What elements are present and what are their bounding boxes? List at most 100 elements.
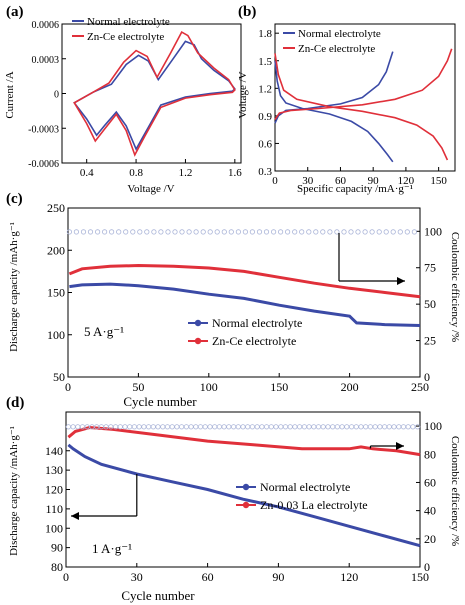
x-tick-label: 0 — [63, 570, 69, 584]
panel-d-plot-area: 0 30 60 90 120 150 140 130 120 110 100 90 80 100 80 60 4… — [45, 411, 442, 584]
panel-c-current-density: 5 A·g⁻¹ — [84, 324, 124, 339]
coulombic-efficiency-marker — [320, 424, 326, 430]
legend-label-zn-ce: Zn-Ce electrolyte — [298, 43, 375, 55]
x-tick-label: 50 — [132, 380, 144, 394]
x-tick-label: 90 — [272, 570, 284, 584]
panel-d-cycling-1A: (d) 0 30 60 90 120 150 140 130 120 110 100 90 80 100 8… — [6, 395, 461, 603]
x-tick-label: 150 — [430, 175, 447, 187]
y-tick-label: 250 — [47, 201, 65, 215]
coulombic-efficiency-marker — [226, 424, 232, 430]
y2-tick-label: 80 — [424, 447, 436, 461]
y-tick-label: 200 — [47, 243, 65, 257]
x-tick-label: 0 — [272, 175, 278, 187]
coulombic-efficiency-marker — [202, 424, 208, 430]
ce-axis-arrow-head — [396, 442, 404, 450]
coulombic-efficiency-marker — [228, 229, 234, 235]
coulombic-efficiency-marker — [273, 424, 279, 430]
legend-marker-normal — [242, 483, 250, 491]
coulombic-efficiency-marker — [256, 229, 263, 235]
x-tick-label: 30 — [131, 570, 143, 584]
y-tick-label: 130 — [45, 463, 63, 477]
coulombic-efficiency-marker — [327, 229, 333, 235]
coulombic-efficiency-marker — [306, 229, 312, 235]
panel-b-legend: Normal electrolyte Zn-Ce electrolyte — [283, 28, 381, 55]
y-tick-label: 0.0003 — [32, 55, 60, 66]
coulombic-efficiency-marker — [155, 424, 161, 430]
panel-b-charge-discharge: (b) 0 30 60 90 120 150 1.8 1.5 1.2 0.9 0.6 0.3 Norm… — [237, 4, 456, 195]
y-tick-label: 1.8 — [258, 28, 272, 40]
x-tick-label: 120 — [340, 570, 358, 584]
x-tick-label: 100 — [200, 380, 218, 394]
coulombic-efficiency-marker — [404, 229, 410, 235]
legend-marker-normal — [194, 319, 202, 327]
panel-c-cycling-5A: (c) 0 50 100 150 200 250250200150100501007550… — [6, 191, 461, 409]
panel-b-y-axis-label: Voltage /V — [237, 71, 249, 118]
y-tick-label: 0.6 — [258, 138, 272, 150]
ce-axis-arrow-head — [397, 277, 405, 285]
coulombic-efficiency-marker — [369, 229, 375, 235]
coulombic-efficiency-marker — [186, 229, 192, 235]
x-tick-label: 1.2 — [179, 167, 193, 179]
y-tick-label: 100 — [47, 328, 65, 342]
panel-c-y-axis-label: Discharge capacity /mAh·g⁻¹ — [8, 222, 20, 352]
panel-d-x-axis-label: Cycle number — [121, 588, 195, 603]
x-tick-label: 60 — [202, 570, 214, 584]
panel-b-x-axis-label: Specific capacity /mA·g⁻¹ — [297, 183, 413, 195]
coulombic-efficiency-marker — [179, 229, 185, 235]
coulombic-efficiency-marker — [151, 229, 157, 235]
coulombic-efficiency-marker — [284, 229, 291, 235]
panel-d-y2-axis-label: Coulombic efficiency /% — [449, 436, 461, 546]
panel-a-label: (a) — [6, 4, 24, 20]
panel-d-y-axis-label: Discharge capacity /mAh·g⁻¹ — [8, 426, 20, 556]
y-tick-label: 0.9 — [258, 111, 272, 123]
y-tick-label: -0.0003 — [28, 124, 59, 135]
y2-tick-label: 100 — [424, 419, 442, 433]
coulombic-efficiency-marker — [80, 229, 87, 235]
coulombic-efficiency-marker — [221, 229, 227, 235]
x-tick-label: 30 — [302, 175, 314, 187]
x-tick-label: 120 — [398, 175, 415, 187]
gcd-curve-normal — [274, 51, 394, 124]
y-tick-label: 150 — [47, 286, 65, 300]
panel-c-label: (c) — [6, 191, 23, 207]
coulombic-efficiency-marker — [292, 229, 298, 235]
coulombic-efficiency-marker — [390, 229, 396, 235]
coulombic-efficiency-marker — [172, 229, 178, 235]
coulombic-efficiency-marker — [334, 229, 340, 235]
panel-a-legend: Normal electrolyte Zn-Ce electrolyte — [72, 16, 170, 43]
legend-label-normal: Normal electrolyte — [212, 316, 302, 330]
y-tick-label: 120 — [45, 483, 63, 497]
y-tick-label: 50 — [53, 370, 65, 384]
panel-a-cyclic-voltammetry: (a) 0.4 0.8 1.2 1.6 0.0006 0.0003 0 -0.0003 -0.0… — [4, 4, 242, 195]
panel-d-legend: Normal electrolyte Zn-0.03 La electrolyt… — [236, 480, 368, 512]
coulombic-efficiency-marker — [411, 229, 417, 235]
series-line-normal — [69, 282, 421, 327]
series-line-normal — [67, 443, 421, 548]
panel-c-x-axis-label: Cycle number — [123, 394, 197, 409]
coulombic-efficiency-marker — [235, 229, 241, 235]
legend-label-normal: Normal electrolyte — [87, 16, 170, 28]
coulombic-efficiency-marker — [158, 229, 164, 235]
coulombic-efficiency-marker — [341, 229, 347, 235]
y-tick-label: 140 — [45, 444, 63, 458]
coulombic-efficiency-marker — [383, 229, 389, 235]
coulombic-efficiency-marker — [270, 229, 277, 235]
y-tick-label: 80 — [51, 560, 63, 574]
y2-tick-label: 0 — [424, 560, 430, 574]
coulombic-efficiency-marker — [242, 229, 248, 235]
coulombic-efficiency-marker — [95, 229, 101, 235]
coulombic-efficiency-marker — [131, 424, 137, 430]
panel-b-label: (b) — [238, 4, 256, 20]
coulombic-efficiency-marker — [200, 229, 206, 235]
panel-c-y2-axis-label: Coulombic efficiency /% — [449, 232, 461, 342]
y-tick-label: -0.0006 — [28, 159, 59, 170]
legend-label-zn-ce: Zn-Ce electrolyte — [87, 31, 164, 43]
x-tick-label: 200 — [341, 380, 359, 394]
legend-label-zn-ce: Zn-Ce electrolyte — [212, 334, 296, 348]
capacity-axis-arrow-head — [71, 512, 79, 520]
coulombic-efficiency-marker — [277, 229, 284, 235]
x-tick-label: 1.6 — [228, 167, 242, 179]
y-tick-label: 100 — [45, 521, 63, 535]
